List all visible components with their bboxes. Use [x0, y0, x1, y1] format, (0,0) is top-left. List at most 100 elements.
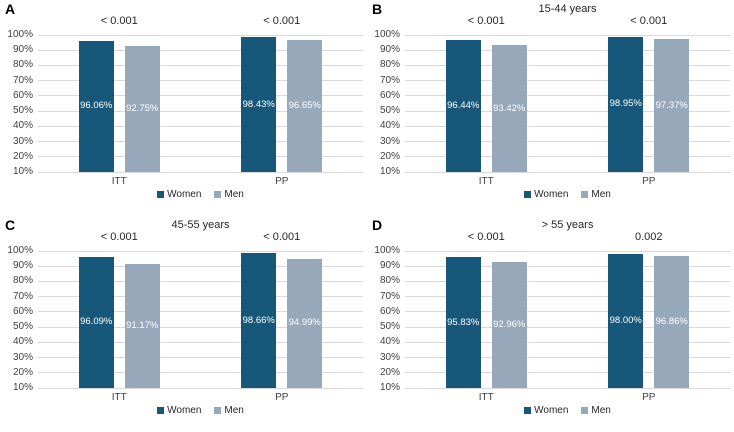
- gridline: [38, 80, 363, 82]
- gridline: [38, 296, 363, 298]
- y-tick-label: 50%: [12, 105, 33, 117]
- y-tick-label: 90%: [379, 44, 400, 56]
- bar-women-itt: [78, 41, 114, 172]
- gridline: [405, 34, 730, 36]
- y-tick-label: 70%: [379, 290, 400, 302]
- legend-marker-men: [581, 191, 589, 198]
- gridline: [405, 387, 730, 389]
- panel-c: C 45-55 years 96.09% 91.17% 98.66% 94.99% 10…: [0, 216, 367, 432]
- p-value-label: < 0.001: [630, 15, 668, 27]
- y-tick-label: 80%: [12, 59, 33, 71]
- bar-women-pp: [241, 37, 277, 172]
- bar-women-pp: [608, 254, 644, 388]
- legend-item-men: Men: [581, 189, 611, 200]
- legend-item-men: Men: [581, 405, 611, 416]
- x-category-label: ITT: [478, 392, 494, 403]
- legend-item-women: Women: [524, 405, 568, 416]
- gridline: [38, 326, 363, 328]
- gridline: [405, 110, 730, 112]
- gridline: [405, 326, 730, 328]
- bar-value-label: 96.09%: [80, 316, 113, 328]
- legend-marker-men: [214, 407, 222, 414]
- gridline: [38, 311, 363, 313]
- bar-value-label: 95.83%: [447, 316, 480, 328]
- legend-marker-women: [157, 407, 165, 414]
- y-tick-label: 100%: [374, 245, 400, 256]
- y-tick-label: 40%: [12, 336, 33, 348]
- gridline: [405, 171, 730, 173]
- bar-men-itt: [124, 46, 160, 172]
- bar-value-label: 92.96%: [493, 318, 526, 330]
- y-tick-label: 60%: [379, 89, 400, 101]
- y-tick-label: 10%: [379, 382, 400, 393]
- legend-label: Women: [167, 405, 202, 416]
- gridline: [38, 49, 363, 51]
- y-tick-label: 90%: [12, 44, 33, 56]
- bar-men-pp: [287, 258, 323, 388]
- legend-marker-women: [524, 407, 532, 414]
- legend-label: Women: [167, 189, 202, 200]
- gridline: [405, 141, 730, 143]
- legend-label: Women: [534, 405, 569, 416]
- bar-value-label: 96.06%: [80, 100, 113, 112]
- x-category-label: ITT: [111, 176, 127, 187]
- gridline: [405, 250, 730, 252]
- legend-item-men: Men: [214, 189, 244, 200]
- gridline: [38, 265, 363, 267]
- bar-value-label: 94.99%: [288, 317, 321, 329]
- y-tick-label: 30%: [379, 135, 400, 147]
- legend-label: Men: [591, 189, 611, 200]
- y-tick-label: 40%: [379, 336, 400, 348]
- gridline: [405, 125, 730, 127]
- plot-area: 96.06% 92.75% 98.43% 96.65%: [38, 34, 363, 173]
- p-value-label: < 0.001: [263, 231, 301, 243]
- y-tick-label: 60%: [379, 305, 400, 317]
- y-tick-label: 100%: [7, 245, 33, 256]
- y-tick-label: 70%: [12, 74, 33, 86]
- plot-area: 96.44% 93.42% 98.95% 97.37%: [405, 34, 730, 173]
- bar-men-itt: [491, 261, 527, 388]
- gridline: [405, 80, 730, 82]
- y-tick-label: 80%: [379, 275, 400, 287]
- y-tick-label: 90%: [379, 260, 400, 272]
- panel-letter: A: [5, 1, 16, 17]
- gridline: [38, 250, 363, 252]
- gridline: [38, 34, 363, 36]
- bar-value-label: 98.66%: [242, 314, 275, 326]
- bar-value-label: 92.75%: [126, 103, 159, 115]
- y-tick-label: 30%: [379, 351, 400, 363]
- y-tick-label: 80%: [12, 275, 33, 287]
- gridline: [38, 280, 363, 282]
- y-tick-label: 60%: [12, 305, 33, 317]
- bar-value-label: 93.42%: [493, 102, 526, 114]
- y-tick-label: 20%: [12, 150, 33, 162]
- panel-b: B 15-44 years 96.44% 93.42% 98.95% 97.37% 10…: [367, 0, 734, 216]
- gridline: [405, 64, 730, 66]
- panel-d: D > 55 years 95.83% 92.96% 98.00% 96.86% 100…: [367, 216, 734, 432]
- bar-women-itt: [445, 40, 481, 172]
- legend: Women Men: [405, 189, 730, 200]
- panel-title: 45-55 years: [171, 219, 230, 231]
- bar-men-pp: [654, 255, 690, 388]
- gridline: [405, 311, 730, 313]
- y-tick-label: 20%: [12, 366, 33, 378]
- y-tick-label: 60%: [12, 89, 33, 101]
- bar-men-itt: [124, 264, 160, 388]
- bar-women-itt: [78, 256, 114, 388]
- y-tick-label: 20%: [379, 150, 400, 162]
- legend-label: Men: [591, 405, 611, 416]
- chart-area: 96.09% 91.17% 98.66% 94.99% 100% 90% 80% 70% 60%…: [0, 216, 367, 432]
- legend-marker-men: [581, 407, 589, 414]
- bar-value-label: 98.95%: [609, 98, 642, 110]
- bar-value-label: 96.44%: [447, 100, 480, 112]
- panel-a: A 96.06% 92.75% 98.43% 96.65% 100% 90% 80% 70% 6…: [0, 0, 367, 216]
- y-tick-label: 50%: [12, 321, 33, 333]
- gridline: [38, 341, 363, 343]
- gridline: [405, 341, 730, 343]
- y-tick-label: 90%: [12, 260, 33, 272]
- legend: Women Men: [405, 405, 730, 416]
- legend-item-women: Women: [524, 189, 568, 200]
- p-value-label: < 0.001: [467, 15, 505, 27]
- gridline: [405, 265, 730, 267]
